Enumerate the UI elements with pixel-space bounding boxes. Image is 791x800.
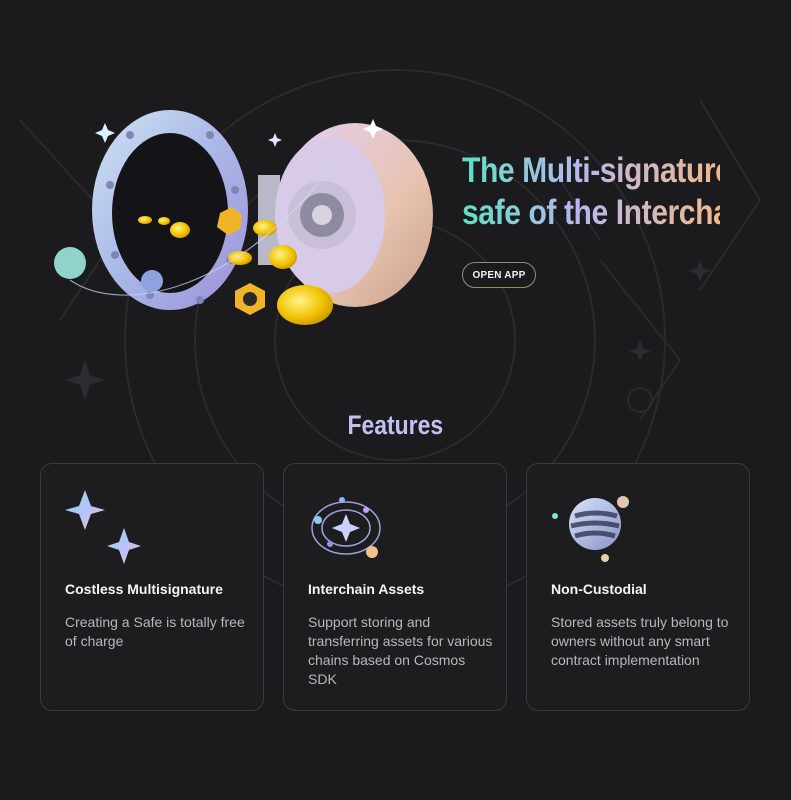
feature-card-description: Support storing and transferring assets … xyxy=(308,614,493,687)
feature-card-title: Costless Multisignature xyxy=(65,581,223,597)
orbit-icon xyxy=(311,497,381,558)
feature-card-title: Interchain Assets xyxy=(308,581,425,597)
feature-card-title: Non-Custodial xyxy=(551,581,647,597)
feature-card-interchain-assets: Interchain Assets Support storing and tr… xyxy=(283,463,507,711)
sparkles-icon xyxy=(65,490,141,564)
hero-title-line-1: The Multi-signature xyxy=(462,151,732,190)
features-heading: Features xyxy=(347,410,444,440)
open-app-button[interactable]: OPEN APP xyxy=(462,262,536,288)
vault-illustration xyxy=(54,110,433,325)
feature-card-description: Stored assets truly belong to owners wit… xyxy=(551,614,729,668)
hero-title: The Multi-signature safe of the Intercha… xyxy=(462,150,762,234)
feature-card-costless-multisignature: Costless Multisignature Creating a Safe … xyxy=(40,463,264,711)
hero-title-line-2: safe of the Interchain xyxy=(462,193,756,232)
feature-card-description: Creating a Safe is totally free of charg… xyxy=(65,614,245,649)
feature-card-non-custodial: Non-Custodial Stored assets truly belong… xyxy=(526,463,750,711)
planet-icon xyxy=(552,496,629,562)
